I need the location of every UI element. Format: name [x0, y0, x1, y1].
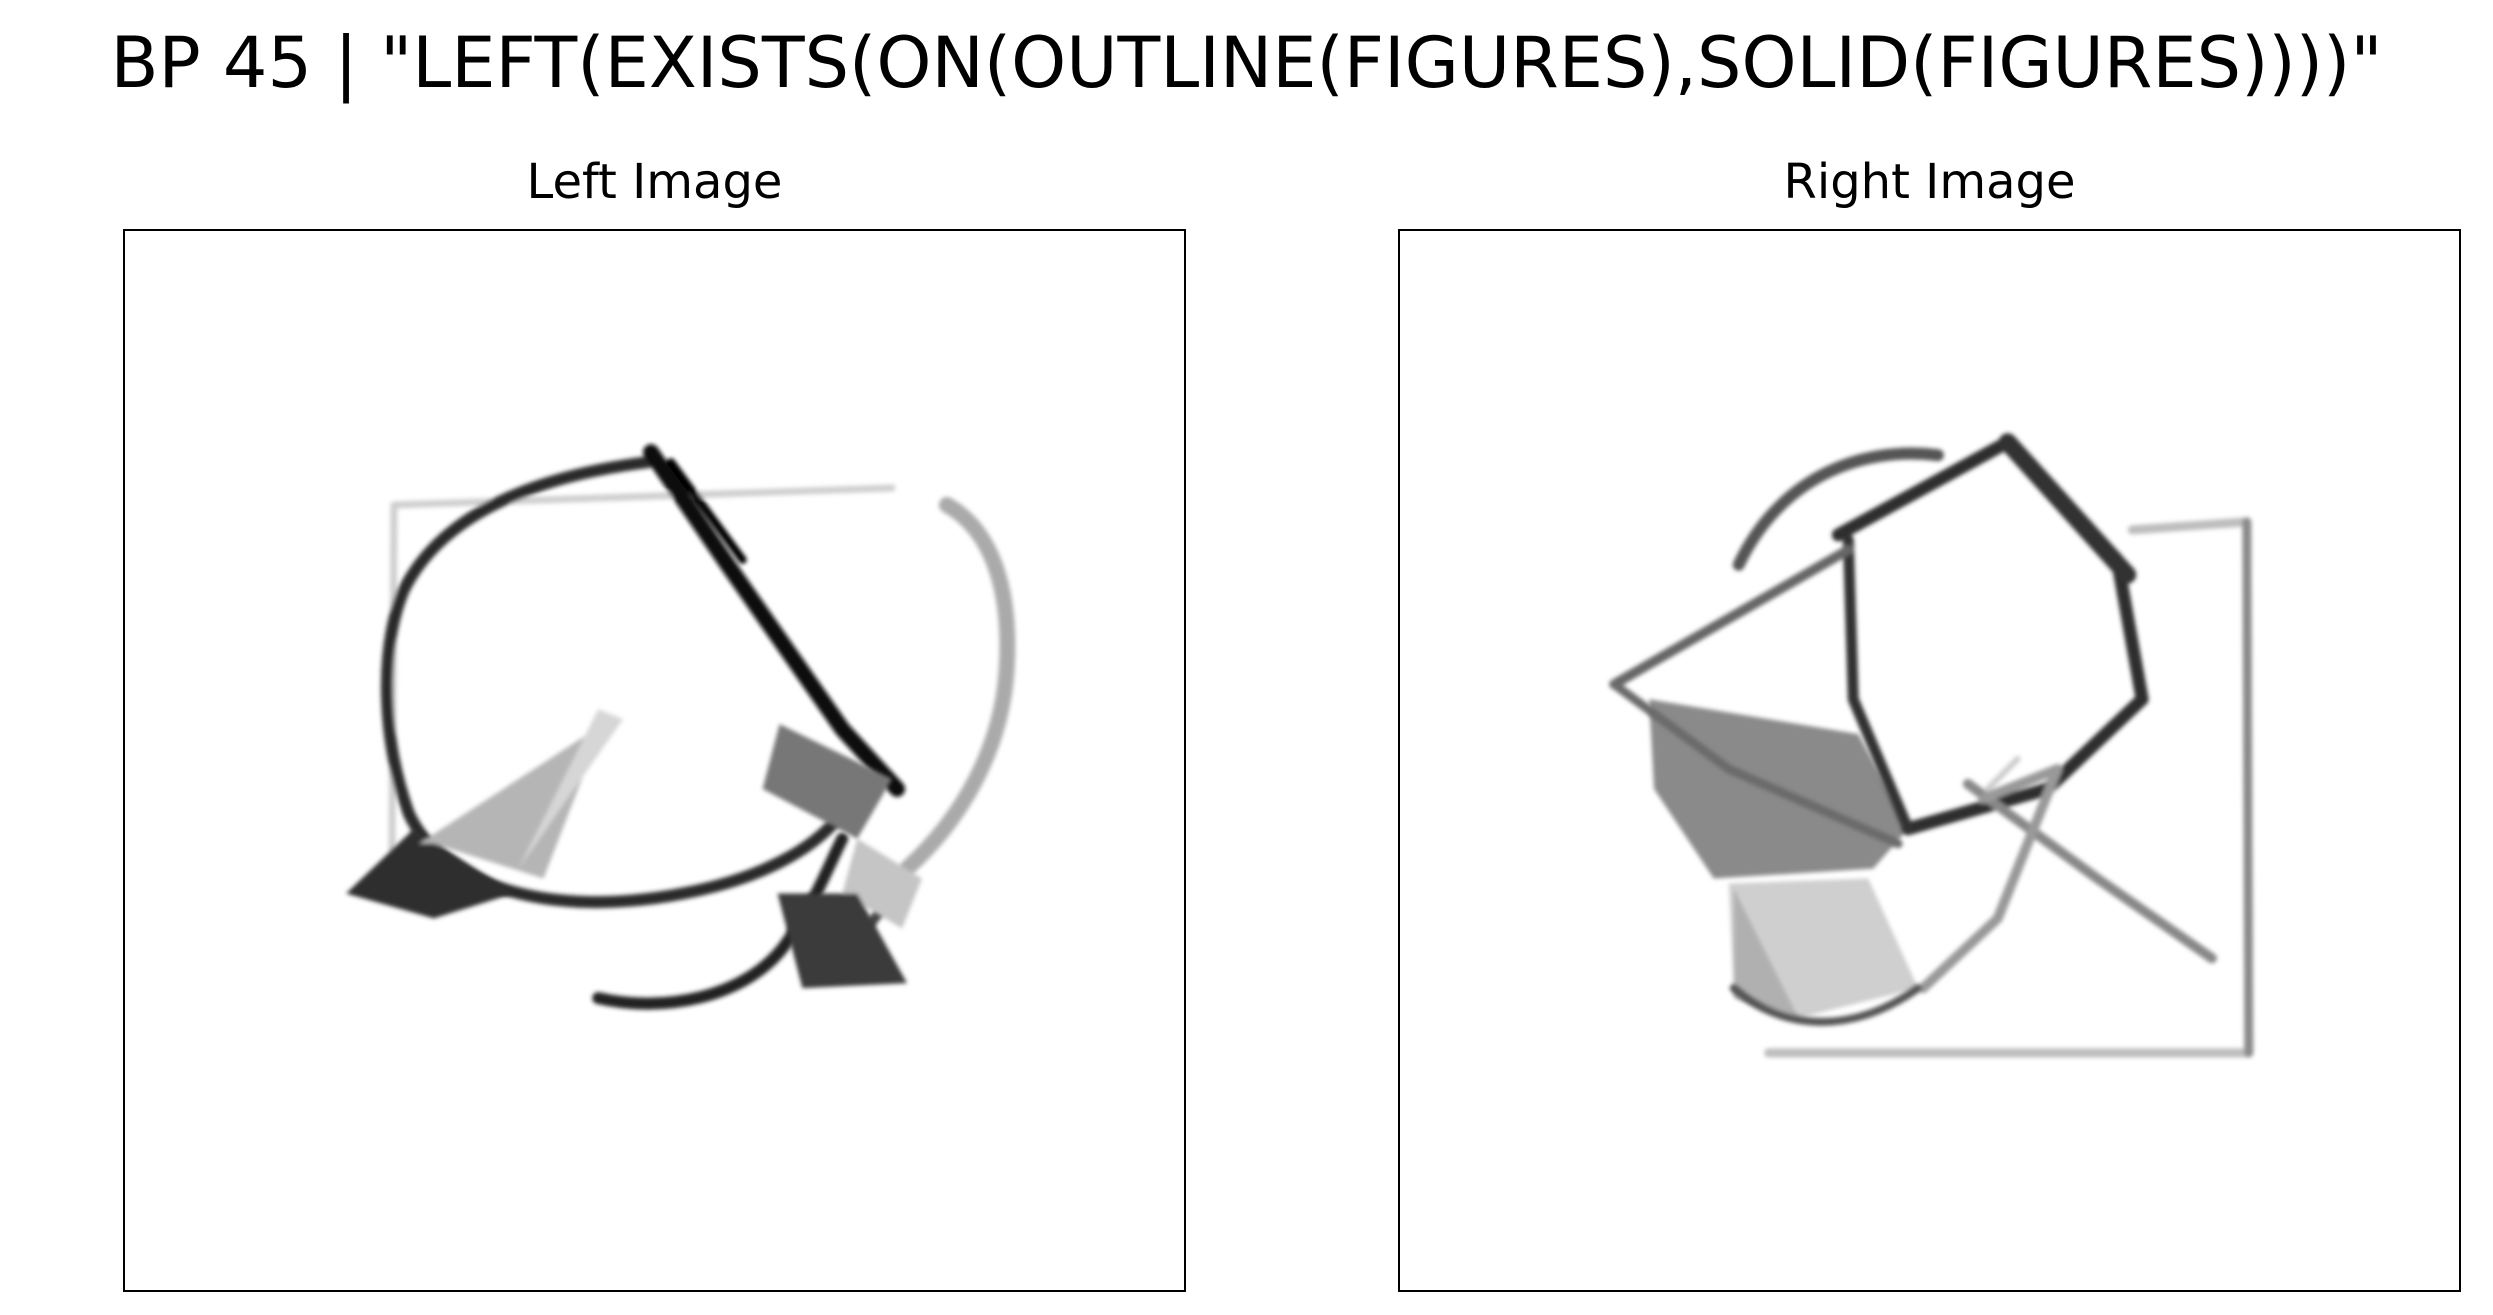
right-image-panel [1398, 229, 2461, 1292]
dark-lower-arc [592, 832, 849, 1010]
cross-line-1 [1962, 778, 2217, 964]
solid-dark-triangle-right [777, 893, 908, 989]
figure-title: BP 45 | "LEFT(EXISTS(ON(OUTLINE(FIGURES)… [110, 22, 2383, 104]
polygon-outline [1831, 435, 2149, 836]
light-triangle-spike [418, 724, 604, 879]
left-image-panel [123, 229, 1186, 1292]
solid-dark-triangle-left [346, 828, 514, 919]
solid-gray-quad [762, 724, 893, 839]
light-right-arc [899, 496, 1016, 877]
left-sketch-image [346, 444, 1016, 1010]
cross-line-2 [1918, 763, 2063, 994]
right-sketch-image [1609, 433, 2254, 1058]
dark-ring-outline [380, 456, 844, 909]
right-image-title: Right Image [1783, 154, 2076, 210]
top-arc-outline [1732, 447, 1944, 571]
dark-diagonal-line [643, 444, 906, 797]
left-image-title: Left Image [526, 154, 783, 210]
